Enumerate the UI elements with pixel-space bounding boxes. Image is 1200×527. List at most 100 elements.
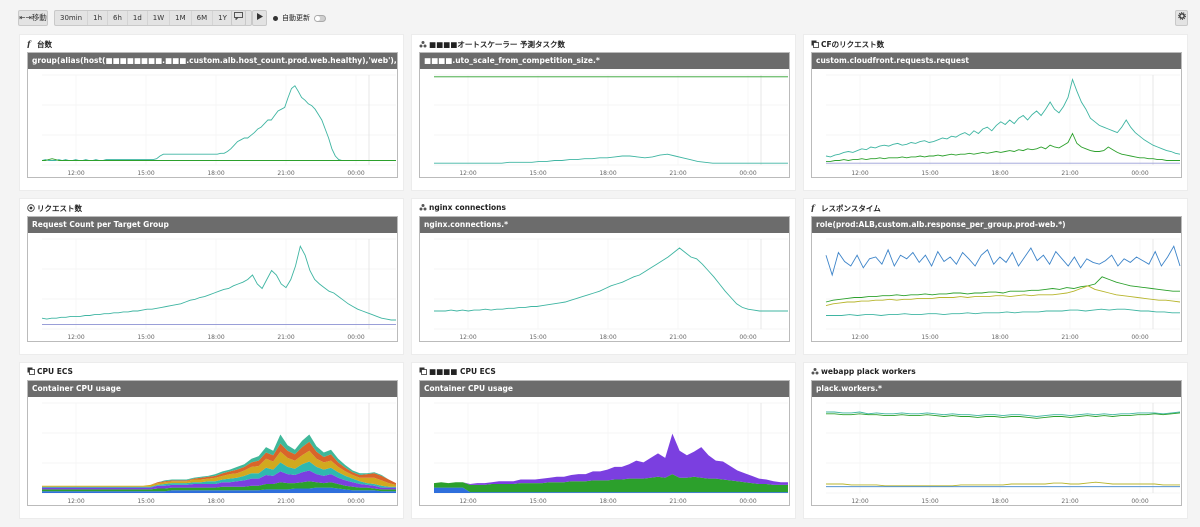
range-1h[interactable]: 1h	[88, 11, 108, 25]
x-tick-label: 15:00	[529, 334, 546, 341]
graph-box[interactable]: ■■■■.uto_scale_from_competition_size.* 12…	[419, 52, 790, 178]
x-tick-label: 15:00	[137, 334, 154, 341]
play-button[interactable]	[252, 10, 267, 26]
function-icon: f	[810, 203, 816, 213]
series-area	[434, 433, 788, 485]
x-tick-label: 00:00	[347, 498, 364, 505]
x-tick-label: 00:00	[347, 334, 364, 341]
graph-header: Request Count per Target Group	[28, 217, 397, 233]
series-line	[42, 158, 396, 161]
x-tick-label: 21:00	[669, 334, 686, 341]
graph-box[interactable]: role(prod:ALB,custom.alb.response_per_gr…	[811, 216, 1182, 342]
graph-box[interactable]: Container CPU usage 12:00 15:00 18:00 21:00 0…	[27, 380, 398, 506]
time-range-group: 30min 1h 6h 1d 1W 1M 6M 1Y	[54, 10, 252, 26]
series-area	[42, 450, 396, 487]
panel-title[interactable]: リクエスト数	[27, 203, 82, 214]
panel-title[interactable]: nginx connections	[419, 203, 506, 212]
panel-title-text: nginx connections	[429, 203, 506, 212]
range-6h[interactable]: 6h	[108, 11, 128, 25]
auto-refresh[interactable]: 自動更新	[273, 11, 326, 25]
panel-title-text: 台数	[37, 40, 52, 49]
range-1w[interactable]: 1W	[148, 11, 171, 25]
comment-button[interactable]	[231, 10, 246, 26]
x-tick-label: 12:00	[851, 334, 868, 341]
x-tick-label: 15:00	[137, 498, 154, 505]
graph-panel: nginx connections nginx.connections.* 12:0…	[411, 198, 796, 355]
host-icon	[811, 368, 819, 375]
graph-panel: webapp plack workers plack.workers.* 12:00…	[803, 362, 1188, 519]
graph-plot: 12:00 15:00 18:00 21:00 00:00	[825, 74, 1181, 177]
graph-box[interactable]: plack.workers.* 12:00 15:00 18:00 21:00 00:00	[811, 380, 1182, 506]
panel-title[interactable]: f 台数	[26, 39, 52, 50]
panel-title-text: ■■■■ CPU ECS	[429, 367, 496, 376]
x-tick-label: 12:00	[67, 498, 84, 505]
panel-title[interactable]: f レスポンスタイム	[810, 203, 881, 214]
graph-header: nginx.connections.*	[420, 217, 789, 233]
graph-plot: 12:00 15:00 18:00 21:00 00:00	[434, 74, 788, 177]
x-tick-label: 00:00	[1131, 170, 1148, 177]
graph-box[interactable]: Request Count per Target Group 12:00 15:00…	[27, 216, 398, 342]
graph-panel: f レスポンスタイム role(prod:ALB,custom.alb.respon…	[803, 198, 1188, 355]
series-line	[826, 412, 1181, 419]
range-6m[interactable]: 6M	[192, 11, 214, 25]
square-icon	[27, 367, 35, 375]
series-line	[826, 481, 1180, 487]
range-1y[interactable]: 1Y	[213, 11, 233, 25]
panel-title-text: ■■■■オートスケーラー 予測タスク数	[429, 40, 565, 49]
series-line	[41, 244, 396, 321]
function-icon: f	[26, 39, 32, 49]
panel-title[interactable]: ■■■■オートスケーラー 予測タスク数	[419, 39, 565, 50]
move-button[interactable]: ⇤⇥移動	[18, 10, 48, 26]
graph-box[interactable]: Container CPU usage 12:00 15:00 18:00 21:00 0…	[419, 380, 790, 506]
graph-header: plack.workers.*	[812, 381, 1181, 397]
graph-header: custom.cloudfront.requests.request	[812, 53, 1181, 69]
range-1d[interactable]: 1d	[128, 11, 148, 25]
x-tick-label: 18:00	[207, 334, 224, 341]
x-tick-label: 00:00	[1131, 334, 1148, 341]
panel-title-text: レスポンスタイム	[821, 204, 881, 213]
panel-title[interactable]: ■■■■ CPU ECS	[419, 367, 496, 376]
graph-box[interactable]: custom.cloudfront.requests.request 12:00 1…	[811, 52, 1182, 178]
graph-plot: 12:00 15:00 18:00 21:00 00:00	[41, 74, 396, 177]
panel-title[interactable]: CPU ECS	[27, 367, 73, 376]
x-tick-label: 18:00	[599, 498, 616, 505]
range-30min[interactable]: 30min	[55, 11, 89, 25]
x-tick-label: 15:00	[921, 334, 938, 341]
graph-box[interactable]: group(alias(host(■■■■■■■■.■■■.custom.alb…	[27, 52, 398, 178]
square-icon	[811, 40, 819, 48]
graph-plot: 12:00 15:00 18:00 21:00 00:00	[42, 402, 396, 505]
series-area	[42, 470, 396, 490]
panel-title[interactable]: webapp plack workers	[811, 367, 916, 376]
host-icon	[419, 41, 427, 48]
x-tick-label: 18:00	[599, 170, 616, 177]
panel-title-text: webapp plack workers	[821, 367, 916, 376]
x-tick-label: 00:00	[739, 498, 756, 505]
series-area	[434, 487, 788, 493]
range-1m[interactable]: 1M	[170, 11, 192, 25]
x-tick-label: 21:00	[1061, 170, 1078, 177]
series-area	[434, 474, 788, 493]
series-line	[826, 132, 1180, 162]
graph-panel: f 台数 group(alias(host(■■■■■■■■.■■■.custom.…	[19, 34, 404, 191]
x-tick-label: 18:00	[207, 170, 224, 177]
graph-panel: ■■■■ CPU ECS Container CPU usage 12:00 15:0…	[411, 362, 796, 519]
x-tick-label: 18:00	[991, 334, 1008, 341]
square-icon	[419, 367, 427, 375]
x-tick-label: 18:00	[991, 498, 1008, 505]
graph-plot: 12:00 15:00 18:00 21:00 00:00	[825, 238, 1181, 341]
x-tick-label: 00:00	[739, 334, 756, 341]
series-line	[826, 308, 1180, 316]
x-tick-label: 18:00	[599, 334, 616, 341]
play-icon	[256, 13, 263, 20]
settings-button[interactable]	[1175, 10, 1188, 26]
x-tick-label: 12:00	[67, 334, 84, 341]
auto-refresh-toggle[interactable]	[314, 14, 326, 22]
svg-text:f: f	[27, 40, 32, 48]
x-tick-label: 12:00	[851, 170, 868, 177]
x-tick-label: 21:00	[277, 170, 294, 177]
panel-title-text: リクエスト数	[37, 204, 82, 213]
panel-title[interactable]: CFのリクエスト数	[811, 39, 884, 50]
x-tick-label: 15:00	[137, 170, 154, 177]
x-tick-label: 15:00	[529, 498, 546, 505]
graph-box[interactable]: nginx.connections.* 12:00 15:00 18:00 21:00 0…	[419, 216, 790, 342]
